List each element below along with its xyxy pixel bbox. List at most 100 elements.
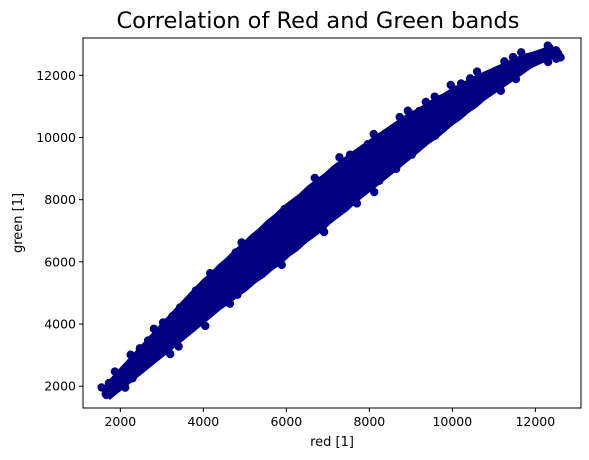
data-point [128, 374, 137, 383]
data-point [543, 57, 553, 67]
data-point [165, 349, 175, 359]
y-tick-label: 6000 [44, 254, 76, 269]
data-point [308, 229, 317, 238]
data-point [195, 292, 204, 301]
data-point [233, 290, 242, 299]
data-point [102, 390, 111, 400]
data-point [415, 125, 425, 134]
data-point [543, 41, 552, 50]
data-point [340, 179, 349, 189]
x-tick-label: 2000 [104, 414, 136, 429]
data-point [272, 231, 281, 241]
data-point [143, 356, 153, 366]
data-point [168, 312, 177, 321]
data-point [201, 321, 210, 331]
x-axis-label: red [1] [310, 435, 354, 450]
data-point [363, 139, 373, 149]
data-point [149, 324, 159, 334]
data-point [335, 153, 344, 162]
data-point [375, 139, 385, 148]
data-point [350, 177, 360, 186]
data-point [290, 220, 299, 229]
data-point [121, 363, 130, 372]
data-point [175, 322, 184, 332]
data-point [395, 112, 404, 122]
scatter-band [102, 44, 560, 400]
data-point [185, 297, 194, 306]
data-point [97, 383, 106, 392]
data-point [510, 55, 519, 64]
data-point [323, 193, 333, 203]
data-point [403, 106, 413, 115]
data-point [367, 164, 376, 174]
data-point [487, 71, 496, 81]
data-point [406, 130, 416, 139]
data-point [436, 102, 446, 111]
data-point [448, 102, 457, 111]
x-tick-label: 6000 [270, 414, 302, 429]
data-point [407, 150, 416, 159]
data-point [524, 59, 533, 68]
data-point [391, 126, 401, 135]
data-point [355, 165, 364, 174]
data-point [337, 195, 346, 204]
data-point [135, 344, 145, 353]
data-point [307, 207, 316, 217]
chart-title: Correlation of Red and Green bands [116, 8, 519, 34]
data-point [345, 150, 355, 159]
data-point [215, 284, 225, 293]
data-point [456, 79, 466, 88]
data-point [204, 285, 213, 294]
data-point [344, 167, 354, 177]
data-point [329, 183, 338, 192]
data-point [223, 275, 232, 284]
data-point [164, 327, 174, 336]
data-point [402, 142, 411, 151]
y-tick-label: 10000 [36, 130, 76, 145]
y-tick-label: 4000 [44, 317, 76, 332]
data-point [191, 286, 200, 295]
data-point [381, 148, 391, 158]
data-point [225, 299, 235, 308]
data-point [531, 54, 541, 64]
data-point [333, 170, 343, 179]
data-point [233, 251, 243, 261]
x-tick-label: 12000 [515, 414, 555, 429]
data-point [390, 142, 399, 152]
data-point [237, 238, 246, 247]
data-point [229, 266, 239, 275]
data-point [454, 111, 463, 120]
data-point [175, 303, 185, 312]
data-point [200, 299, 209, 309]
data-point [431, 131, 440, 140]
data-point [297, 230, 306, 239]
y-axis-label: green [1] [11, 193, 26, 253]
data-point [500, 57, 509, 66]
data-point [381, 129, 390, 138]
x-tick-label: 8000 [353, 414, 385, 429]
data-point [244, 268, 253, 277]
data-point [472, 67, 482, 76]
data-point [107, 383, 117, 393]
data-point [423, 119, 432, 128]
data-point [414, 142, 424, 151]
data-point [398, 136, 407, 145]
x-axis: 2000 4000 6000 8000 10000 12000 [104, 408, 555, 429]
data-point [446, 80, 455, 90]
data-point [517, 48, 526, 57]
data-point [280, 225, 289, 234]
plot-frame [82, 37, 582, 409]
data-point [553, 49, 563, 58]
data-point [494, 65, 503, 75]
data-point [391, 164, 401, 173]
data-point [174, 342, 183, 351]
data-point [280, 204, 289, 214]
data-point [158, 318, 168, 327]
y-axis: 2000 4000 6000 8000 10000 12000 [36, 68, 83, 394]
data-point [186, 319, 195, 328]
data-point [430, 92, 439, 101]
data-point [431, 112, 440, 122]
data-point [316, 202, 326, 211]
y-tick-label: 12000 [36, 68, 76, 83]
